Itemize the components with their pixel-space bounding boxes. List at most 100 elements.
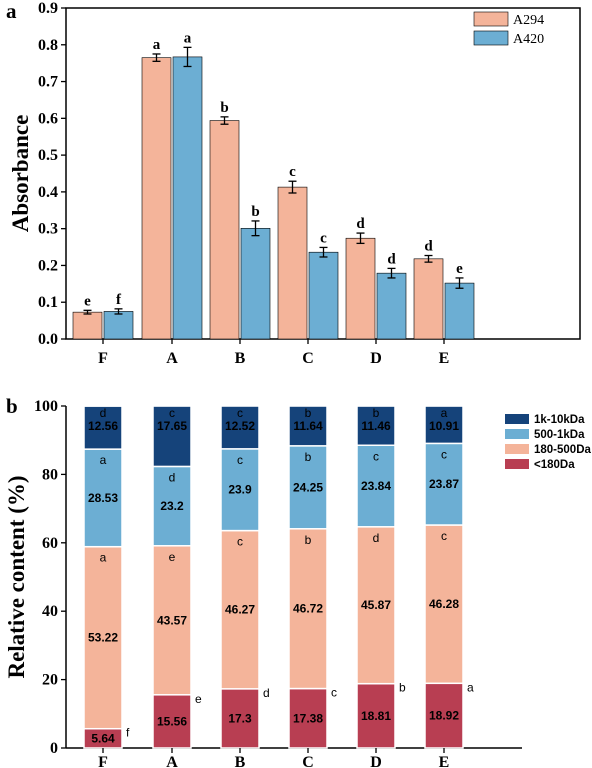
- panel-b-segment: [83, 405, 123, 450]
- panel-a-bar: [103, 311, 134, 340]
- panel-b-segment-letter: c: [441, 529, 447, 543]
- panel-a-x-tick-label: B: [235, 350, 246, 367]
- panel-a-x-tick-label: D: [370, 350, 382, 367]
- panel-b-legend-label: <180Da: [534, 459, 575, 471]
- panel-b-segment-letter: c: [441, 447, 447, 461]
- panel-b-segment-value: 17.3: [228, 711, 252, 725]
- panel-a-significance-letter: d: [387, 251, 396, 267]
- panel-a-legend-swatch: [473, 11, 509, 27]
- panel-b-segment-letter: d: [263, 686, 270, 700]
- panel-b-segment-letter: e: [169, 550, 176, 564]
- panel-b-segment-value: 53.22: [88, 631, 118, 645]
- panel-a-bar: [72, 311, 103, 340]
- panel-a-y-tick-label: 0.9: [38, 0, 58, 17]
- panel-b-x-tick-label: C: [302, 754, 314, 768]
- panel-a-bars: e f a a b b c c d d d e: [72, 30, 475, 340]
- panel-a-y-tick-label: 0.4: [38, 184, 58, 201]
- panel-a-x-tick-label: E: [439, 350, 450, 367]
- panel-b-segment-letter: c: [237, 406, 243, 420]
- panel-b-segment-letter: d: [100, 406, 107, 420]
- panel-b-segment-value: 17.38: [293, 711, 323, 725]
- panel-b-segment-letter: f: [126, 726, 130, 740]
- panel-b-segment-letter: c: [237, 453, 243, 467]
- panel-b-segment: [424, 524, 464, 685]
- panel-b-segment: [288, 445, 328, 530]
- panel-a-bar: [308, 251, 339, 340]
- panel-b-segment-value: 24.25: [293, 480, 323, 494]
- panel-b-segment: [220, 405, 260, 450]
- panel-a-y-tick-label: 0.8: [38, 37, 58, 54]
- panel-b-relative-content-chart: b Relative content (%) 0 20 40 60 80 100 5.64…: [4, 394, 592, 768]
- panel-b-segment-letter: c: [331, 686, 337, 700]
- panel-b-segment-letter: b: [305, 406, 312, 420]
- panel-a-y-tick-label: 0.2: [38, 257, 58, 274]
- panel-b-x-tick-label: A: [166, 754, 178, 768]
- panel-b-segment-letter: b: [373, 406, 380, 420]
- panel-b-segment-value: 46.28: [429, 597, 459, 611]
- panel-a-significance-letter: a: [153, 37, 161, 53]
- panel-a-bar: [240, 227, 271, 340]
- panel-a-label: a: [6, 0, 17, 23]
- panel-b-segment-letter: a: [441, 406, 448, 420]
- panel-b-x-tick-label: D: [370, 754, 382, 768]
- panel-b-x-tick-label: F: [98, 754, 108, 768]
- panel-a-bar: [444, 282, 475, 340]
- panel-a-absorbance-chart: a Absorbance 0.0 0.1 0.2 0.3 0.4 0.5 0.6 0.7 0.8…: [6, 0, 581, 367]
- panel-b-segment-value: 23.9: [228, 483, 252, 497]
- panel-b-segment-value: 5.64: [91, 731, 115, 745]
- panel-b-legend-label: 1k-10kDa: [534, 414, 585, 426]
- panel-b-legend-label: 500-1kDa: [534, 429, 585, 441]
- panel-a-x-tick-label: C: [302, 350, 314, 367]
- panel-a-bar: [141, 57, 172, 340]
- panel-b-segment-value: 28.53: [88, 491, 118, 505]
- panel-b-segment-letter: d: [373, 531, 380, 545]
- panel-b-y-tick-label: 0: [50, 740, 58, 757]
- panel-b-segment-value: 15.56: [157, 714, 187, 728]
- panel-b-segment-value: 11.46: [361, 419, 391, 433]
- panel-b-segment-value: 23.84: [361, 479, 391, 493]
- panel-b-x-tick-label: B: [235, 754, 246, 768]
- panel-b-segment-letter: a: [100, 453, 107, 467]
- panel-a-y-tick-label: 0.5: [38, 147, 58, 164]
- panel-b-segment-letter: a: [100, 551, 107, 565]
- panel-a-y-ticks: 0.0 0.1 0.2 0.3 0.4 0.5 0.6 0.7 0.8 0.9: [38, 0, 66, 348]
- panel-b-segment-value: 17.65: [157, 419, 187, 433]
- panel-a-significance-letter: b: [220, 100, 228, 116]
- panel-b-y-tick-label: 80: [42, 466, 58, 483]
- panel-b-segment-letter: b: [305, 450, 312, 464]
- panel-b-segment-letter: e: [195, 692, 202, 706]
- panel-a-significance-letter: c: [320, 230, 327, 246]
- panel-b-y-axis-label: Relative content (%): [4, 475, 29, 678]
- panel-b-stacked-bars: 5.64 fa53.22a28.53d12.5615.56ee43.57d23.2…: [83, 405, 474, 749]
- panel-a-significance-letter: b: [251, 204, 259, 220]
- panel-b-segment-value: 23.2: [160, 499, 184, 513]
- panel-b-segment-letter: c: [373, 449, 379, 463]
- panel-b-segment: [288, 405, 328, 447]
- panel-b-segment-letter: c: [169, 406, 175, 420]
- panel-b-segment-value: 18.81: [361, 709, 391, 723]
- panel-b-segment-value: 11.64: [293, 419, 323, 433]
- panel-a-significance-letter: e: [84, 293, 91, 309]
- panel-b-segment: [220, 688, 260, 749]
- panel-b-segment: [356, 405, 396, 447]
- panel-a-legend: A294 A420: [473, 11, 544, 47]
- panel-a-y-tick-label: 0.0: [38, 331, 58, 348]
- panel-b-y-tick-label: 100: [34, 398, 58, 415]
- panel-a-x-tick-label: A: [166, 350, 178, 367]
- panel-a-x-tick-label: F: [98, 350, 108, 367]
- panel-b-segment-value: 46.27: [225, 603, 255, 617]
- panel-a-bar: [172, 56, 203, 340]
- panel-a-legend-label: A420: [513, 32, 544, 47]
- panel-b-segment: [424, 405, 464, 445]
- panel-b-segment-value: 43.57: [157, 613, 187, 627]
- panel-b-y-tick-label: 20: [42, 672, 58, 689]
- panel-a-y-tick-label: 0.6: [38, 110, 58, 127]
- panel-b-segment: [152, 405, 192, 468]
- panel-b-legend-swatch: [505, 459, 529, 469]
- panel-a-y-tick-label: 0.3: [38, 221, 58, 238]
- panel-b-legend-swatch: [505, 414, 529, 424]
- panel-b-segment: [152, 694, 192, 749]
